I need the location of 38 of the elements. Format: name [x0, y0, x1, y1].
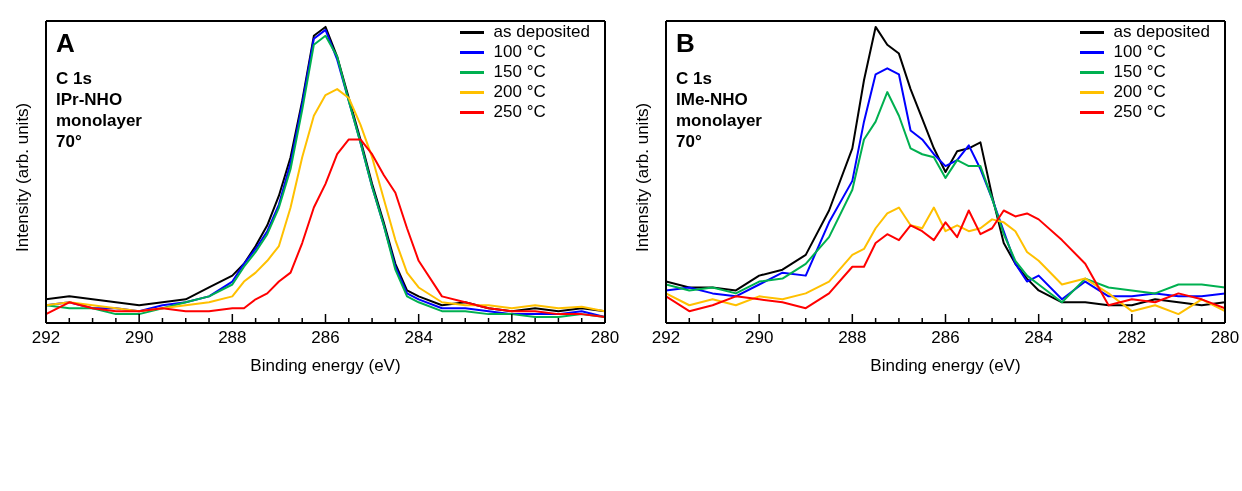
x-tick-label: 286	[931, 328, 960, 347]
legend-label: as deposited	[1113, 22, 1210, 42]
x-tick-label: 290	[744, 328, 774, 347]
x-tick-label: 284	[1024, 328, 1053, 347]
y-axis-title: Intensity (arb. units)	[633, 102, 653, 252]
legend-label: 200 °C	[493, 82, 546, 102]
x-tick-label: 288	[218, 328, 247, 347]
annotation: 70°	[56, 132, 82, 151]
annotation: monolayer	[676, 111, 763, 130]
annotation: monolayer	[56, 111, 143, 130]
legend-label: 250 °C	[1113, 102, 1166, 122]
legend-label: 150 °C	[493, 62, 546, 82]
annotation: IMe-NHO	[676, 90, 748, 109]
x-tick-label: 288	[838, 328, 867, 347]
chart-title: B	[676, 28, 695, 58]
annotation: C 1s	[676, 69, 712, 88]
x-tick-label: 280	[590, 328, 620, 347]
x-tick-label: 292	[31, 328, 61, 347]
legend-label: 250 °C	[493, 102, 546, 122]
x-tick-label: 282	[1117, 328, 1147, 347]
legend-label: 150 °C	[1113, 62, 1166, 82]
legend-label: 200 °C	[1113, 82, 1166, 102]
x-tick-label: 280	[1210, 328, 1240, 347]
x-axis-title: Binding energy (eV)	[870, 356, 1021, 375]
annotation: C 1s	[56, 69, 92, 88]
legend-label: as deposited	[493, 22, 590, 42]
x-tick-label: 292	[651, 328, 681, 347]
legend-label: 100 °C	[1113, 42, 1166, 62]
chart-title: A	[56, 28, 75, 58]
x-tick-label: 282	[497, 328, 527, 347]
x-tick-label: 286	[311, 328, 340, 347]
annotation: 70°	[676, 132, 702, 151]
legend-label: 100 °C	[493, 42, 546, 62]
y-axis-title: Intensity (arb. units)	[13, 102, 33, 252]
annotation: IPr-NHO	[56, 90, 123, 109]
x-axis-title: Binding energy (eV)	[250, 356, 401, 375]
x-tick-label: 284	[404, 328, 433, 347]
x-tick-label: 290	[124, 328, 154, 347]
